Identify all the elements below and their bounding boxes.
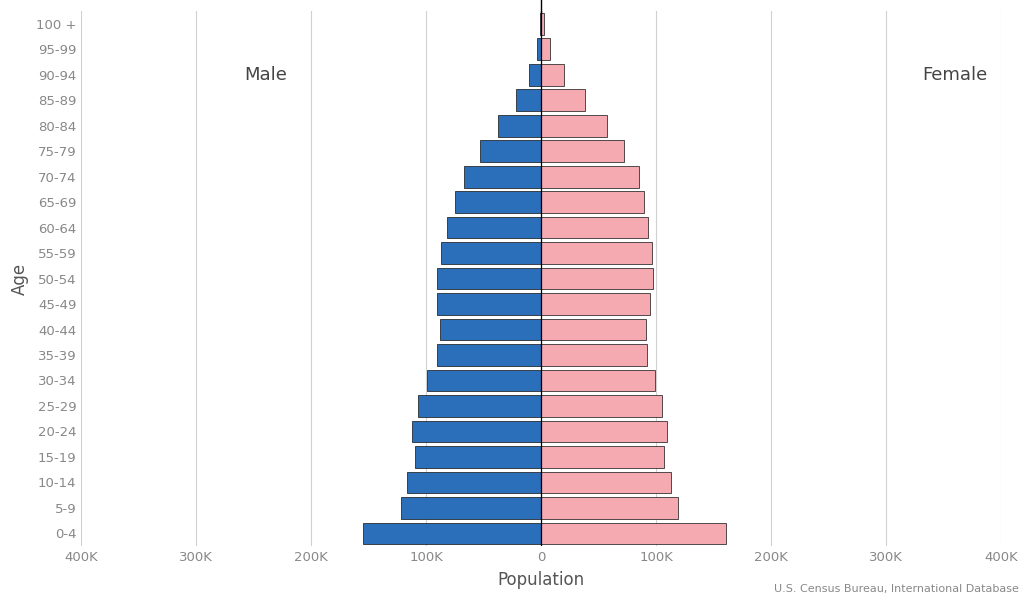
Bar	[541, 191, 643, 213]
Bar	[541, 89, 584, 111]
Bar	[541, 166, 639, 188]
Bar	[541, 268, 652, 289]
Text: Male: Male	[244, 67, 287, 85]
Bar	[436, 268, 541, 289]
Bar	[415, 446, 541, 468]
Bar	[455, 191, 541, 213]
Bar	[427, 370, 541, 391]
Bar	[401, 497, 541, 518]
Bar	[464, 166, 541, 188]
Bar	[541, 140, 624, 162]
Bar	[541, 38, 551, 60]
Bar	[541, 421, 667, 442]
Bar	[541, 217, 648, 238]
Bar	[541, 13, 543, 35]
Bar	[541, 64, 564, 86]
Text: Female: Female	[922, 67, 988, 85]
Bar	[541, 293, 650, 315]
Y-axis label: Age: Age	[11, 263, 29, 295]
Bar	[413, 421, 541, 442]
Bar	[447, 217, 541, 238]
Bar	[516, 89, 541, 111]
Bar	[541, 319, 646, 340]
Bar	[541, 497, 678, 518]
Bar	[363, 523, 541, 544]
Bar	[541, 446, 664, 468]
Bar	[537, 38, 541, 60]
Bar	[541, 115, 607, 137]
Bar	[529, 64, 541, 86]
Bar	[541, 370, 655, 391]
Bar	[541, 523, 726, 544]
Bar	[441, 242, 541, 264]
Text: U.S. Census Bureau, International Database: U.S. Census Bureau, International Databa…	[774, 584, 1019, 594]
Bar	[541, 395, 662, 417]
X-axis label: Population: Population	[498, 571, 584, 589]
Bar	[418, 395, 541, 417]
Bar	[541, 344, 647, 366]
Bar	[436, 293, 541, 315]
Bar	[541, 472, 671, 493]
Bar	[440, 319, 541, 340]
Bar	[406, 472, 541, 493]
Bar	[481, 140, 541, 162]
Bar	[541, 242, 651, 264]
Bar	[498, 115, 541, 137]
Bar	[436, 344, 541, 366]
